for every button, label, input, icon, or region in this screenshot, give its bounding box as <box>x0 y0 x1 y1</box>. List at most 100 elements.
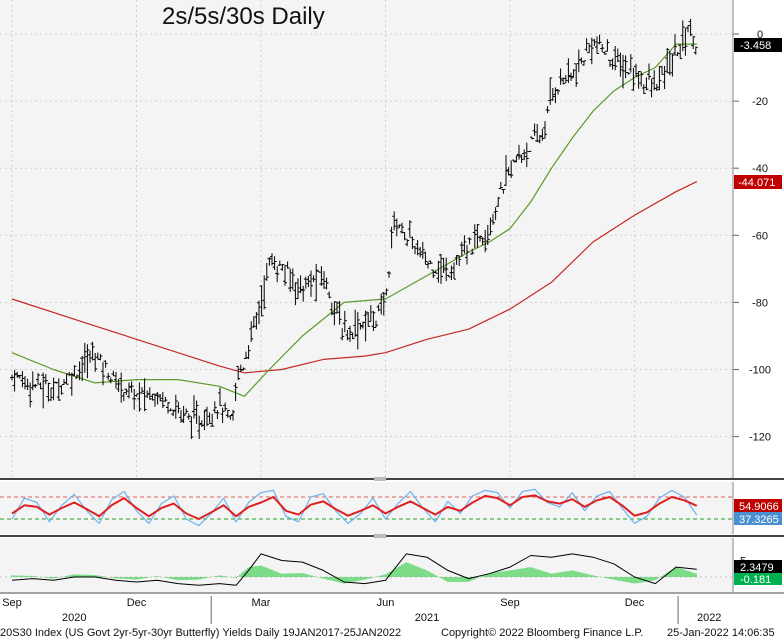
ohlc-bar <box>589 37 594 65</box>
macd-histogram-bar <box>15 575 17 577</box>
macd-histogram-bar <box>551 573 553 577</box>
macd-histogram-bar <box>513 569 515 577</box>
macd-histogram-bar <box>371 577 373 578</box>
macd-histogram-bar <box>235 577 237 578</box>
ohlc-bar <box>98 353 103 361</box>
ohlc-bar <box>618 52 623 77</box>
macd-histogram-bar <box>537 569 539 577</box>
macd-histogram-bar <box>387 572 389 577</box>
badge-price-text: -3.458 <box>740 40 771 52</box>
macd-histogram-bar <box>207 577 209 578</box>
ohlc-bar <box>673 34 677 56</box>
ohlc-bar <box>691 36 696 50</box>
macd-histogram-bar <box>261 565 263 577</box>
ohlc-bar <box>561 77 566 85</box>
macd-histogram-bar <box>669 570 671 577</box>
macd-histogram-bar <box>623 577 625 582</box>
macd-histogram-bar <box>221 575 223 577</box>
macd-histogram-bar <box>609 577 611 579</box>
macd-histogram-bar <box>365 577 367 580</box>
macd-histogram-bar <box>259 565 261 577</box>
macd-histogram-bar <box>543 571 545 577</box>
ohlc-bar <box>400 222 404 234</box>
macd-histogram-bar <box>299 573 301 577</box>
ohlc-bar <box>215 410 220 420</box>
splitter-handle-top[interactable] <box>374 477 386 481</box>
ohlc-bar <box>262 275 267 310</box>
ohlc-bar <box>413 245 417 255</box>
ohlc-bar <box>225 409 230 418</box>
macd-histogram-bar <box>83 574 85 577</box>
macd-histogram-bar <box>55 577 57 579</box>
ohlc-bar <box>428 260 433 265</box>
ohlc-bar <box>186 413 191 420</box>
macd-histogram-bar <box>123 577 125 579</box>
macd-histogram-bar <box>593 575 595 577</box>
ohlc-bar <box>348 325 352 342</box>
macd-histogram-bar <box>377 576 379 577</box>
macd-histogram-bar <box>117 577 119 579</box>
macd-histogram-bar <box>173 577 175 580</box>
ohlc-bar <box>111 370 116 377</box>
macd-histogram-bar <box>445 577 447 581</box>
ohlc-bar <box>12 370 17 392</box>
x-axis: Sep Dec Mar Jun Sep Dec 2020 2021 2022 <box>2 596 721 624</box>
splitter-handle-mid[interactable] <box>374 534 386 538</box>
ohlc-bar <box>483 229 488 253</box>
ohlc-bar <box>345 329 350 341</box>
macd-histogram-bar <box>219 575 221 577</box>
macd-histogram-bar <box>189 577 191 580</box>
ohlc-bar <box>441 257 446 274</box>
ohlc-bar <box>64 373 69 385</box>
macd-histogram-bar <box>287 573 289 577</box>
macd-histogram-bar <box>597 576 599 577</box>
macd-histogram-bar <box>273 570 275 577</box>
ma50-layer <box>11 43 697 397</box>
macd-histogram-bar <box>571 570 573 577</box>
ohlc-bar <box>28 382 33 408</box>
macd-histogram-bar <box>673 568 675 577</box>
macd-histogram-bar <box>629 577 631 583</box>
macd-histogram-bar <box>403 563 405 577</box>
ohlc-bar <box>137 382 142 412</box>
ohlc-bar <box>231 409 235 421</box>
ohlc-bar <box>238 364 243 373</box>
ohlc-bar <box>46 382 51 402</box>
ohlc-bar <box>530 136 534 140</box>
ohlc-bar <box>584 38 589 52</box>
ohlc-bar <box>192 395 196 419</box>
ohlc-bar <box>20 371 25 388</box>
ohlc-bar <box>488 217 493 236</box>
ohlc-bar <box>467 237 472 245</box>
macd-histogram-bar <box>199 577 201 580</box>
ohlc-bar <box>342 310 347 333</box>
macd-histogram-bar <box>251 566 253 577</box>
stochastic-line <box>11 488 698 527</box>
ohlc-bar <box>132 388 137 410</box>
ohlc-bar <box>189 416 194 439</box>
macd-histogram-bar <box>459 577 461 582</box>
macd-histogram-bar <box>661 576 663 577</box>
ohlc-bar <box>272 256 277 270</box>
ohlc-bar <box>576 49 581 73</box>
macd-histogram-bar <box>421 568 423 577</box>
ohlc-bar <box>249 321 254 342</box>
ohlc-bar <box>163 396 168 402</box>
macd-histogram-bar <box>17 575 19 577</box>
macd-histogram-bar <box>225 576 227 577</box>
macd-histogram-bar <box>99 575 101 577</box>
badge-ma200-bg <box>734 175 782 189</box>
macd-histogram-bar <box>31 575 33 577</box>
ohlc-bar <box>517 144 521 160</box>
macd-histogram-bar <box>63 576 65 577</box>
ohlc-bar <box>504 155 508 187</box>
macd-histogram-bar <box>603 577 605 578</box>
ohlc-bar <box>641 84 646 94</box>
ohlc-bar <box>602 51 607 55</box>
macd-histogram-bar <box>439 577 441 578</box>
oscillator-lines <box>11 488 698 527</box>
ohlc-bar <box>550 87 555 101</box>
ohlc-bar <box>662 66 667 90</box>
ohlc-bar <box>579 57 584 64</box>
macd-histogram-bar <box>359 577 361 581</box>
